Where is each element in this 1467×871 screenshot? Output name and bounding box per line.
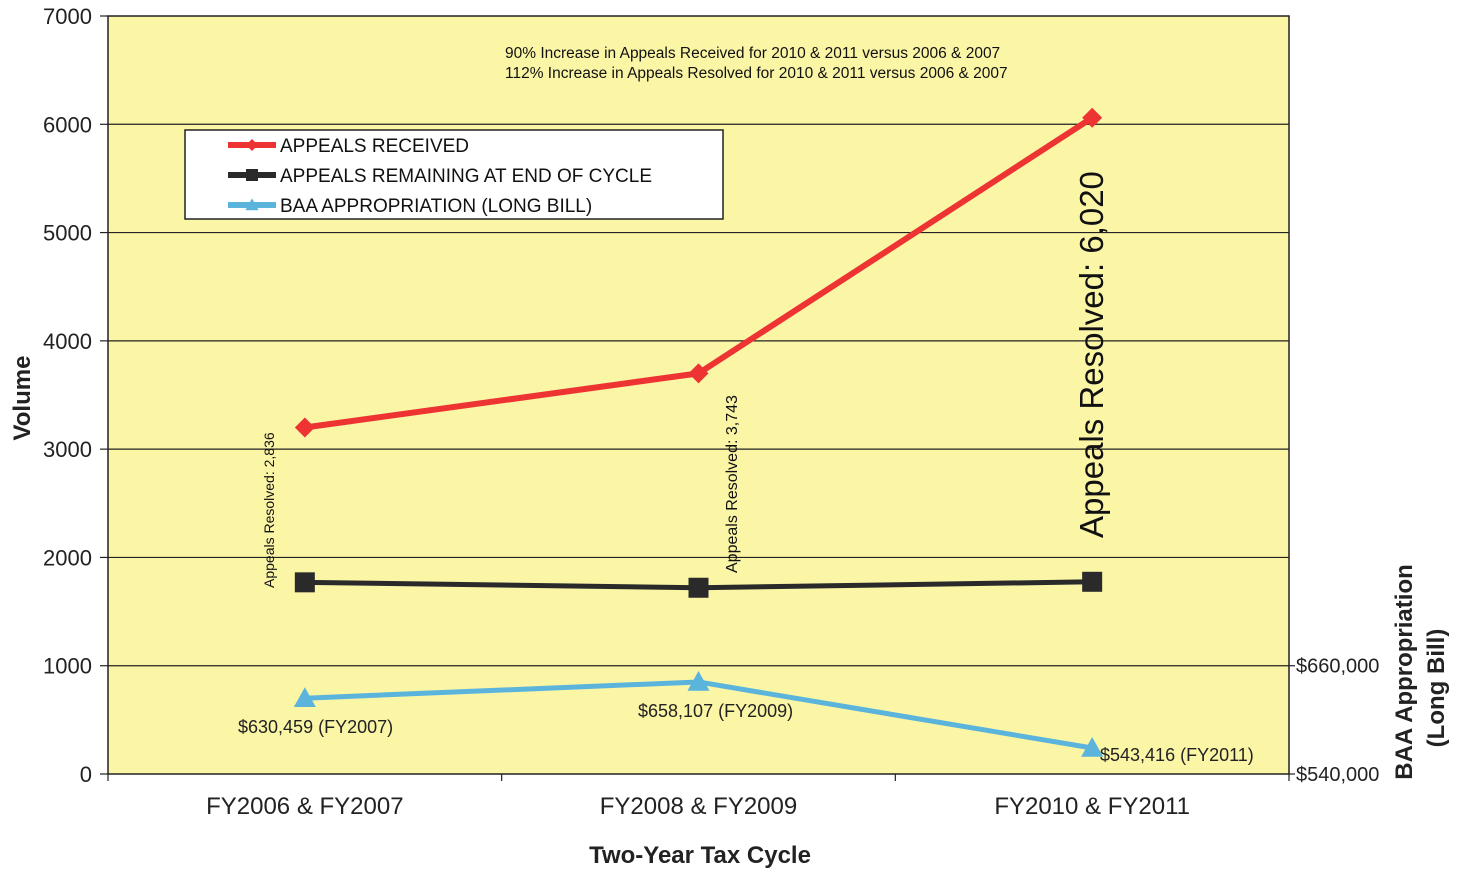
point-received-3: [1082, 107, 1103, 128]
y-tick-label-1000: 1000: [43, 654, 92, 679]
y-tick-label-3000: 3000: [43, 437, 92, 462]
y2-tick-label-0: $540,000: [1296, 764, 1379, 786]
appropriation-label-3: $543,416 (FY2011): [1100, 745, 1254, 765]
series-received: [294, 107, 1103, 438]
point-remaining-3: [1082, 571, 1103, 592]
series-remaining: [294, 571, 1103, 598]
y2-axis-title-line1: BAA Appropriation: [1391, 564, 1418, 780]
point-appropriation-3: [1081, 737, 1104, 757]
resolved-label-1: Appeals Resolved: 2,836: [261, 432, 277, 588]
y-axis-ticks: 0 1000 2000 3000 4000 5000 6000 7000: [43, 4, 108, 787]
legend-label-appropriation: BAA APPROPRIATION (LONG BILL): [280, 196, 592, 217]
point-appropriation-1: [293, 687, 316, 707]
legend-symbols: [228, 139, 276, 211]
legend: APPEALS RECEIVED APPEALS REMAINING AT EN…: [184, 129, 724, 220]
x-category-label-1: FY2006 & FY2007: [206, 793, 403, 820]
x-axis-ticks: FY2006 & FY2007 FY2008 & FY2009 FY2010 & F…: [107, 774, 1290, 820]
point-remaining-1: [294, 572, 315, 593]
point-received-1: [294, 417, 315, 438]
legend-marker-received: [246, 139, 258, 151]
appropriation-label-2: $658,107 (FY2009): [638, 701, 793, 721]
x-category-label-2: FY2008 & FY2009: [600, 793, 797, 820]
x-category-label-3: FY2010 & FY2011: [994, 793, 1190, 820]
point-received-2: [688, 363, 709, 384]
legend-label-received: APPEALS RECEIVED: [280, 136, 469, 157]
resolved-label-2: Appeals Resolved: 3,743: [724, 395, 741, 573]
annotation-received-increase: 90% Increase in Appeals Received for 201…: [505, 45, 1000, 62]
legend-marker-appropriation: [245, 198, 259, 211]
series-appropriation: [293, 670, 1104, 757]
y2-axis-ticks: $540,000 $660,000: [1289, 656, 1379, 786]
legend-label-remaining: APPEALS REMAINING AT END OF CYCLE: [280, 166, 652, 187]
y-tick-label-7000: 7000: [43, 4, 92, 29]
y-tick-label-6000: 6000: [43, 112, 92, 137]
y-axis-title: Volume: [9, 356, 36, 441]
annotation-resolved-increase: 112% Increase in Appeals Resolved for 20…: [505, 65, 1008, 82]
appropriation-label-1: $630,459 (FY2007): [238, 717, 393, 737]
y-tick-label-0: 0: [80, 762, 92, 787]
point-appropriation-2: [687, 670, 710, 691]
y2-tick-label-1: $660,000: [1296, 656, 1379, 678]
legend-marker-remaining: [246, 169, 258, 181]
y2-axis-title-line2: (Long Bill): [1423, 629, 1450, 748]
y-tick-label-5000: 5000: [43, 221, 92, 246]
series-layer: [293, 107, 1104, 757]
resolved-label-3: Appeals Resolved: 6,020: [1073, 171, 1110, 538]
y-tick-label-2000: 2000: [43, 545, 92, 570]
y-tick-label-4000: 4000: [43, 329, 92, 354]
point-remaining-2: [688, 577, 709, 598]
x-axis-title: Two-Year Tax Cycle: [589, 842, 811, 869]
